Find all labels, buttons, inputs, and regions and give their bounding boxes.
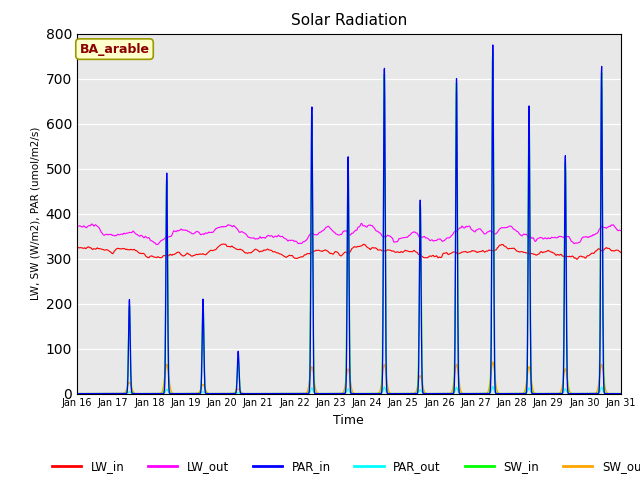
Line: LW_in: LW_in xyxy=(77,244,621,259)
X-axis label: Time: Time xyxy=(333,414,364,427)
Line: PAR_out: PAR_out xyxy=(77,386,621,394)
LW_in xyxy=(225,244,232,250)
Y-axis label: LW, SW (W/m2), PAR (umol/m2/s): LW, SW (W/m2), PAR (umol/m2/s) xyxy=(30,127,40,300)
LW_in xyxy=(220,241,227,247)
LW_in xyxy=(573,256,580,262)
LW_in xyxy=(617,250,625,255)
SW_out xyxy=(617,391,625,396)
PAR_in xyxy=(584,391,592,396)
LW_out xyxy=(508,224,515,229)
PAR_in xyxy=(489,42,497,48)
PAR_out xyxy=(489,384,497,389)
SW_in xyxy=(365,391,372,396)
PAR_out xyxy=(376,391,384,396)
SW_out xyxy=(73,391,81,396)
LW_in xyxy=(569,253,577,259)
LW_out xyxy=(617,228,625,234)
Line: LW_out: LW_out xyxy=(77,223,621,244)
SW_out xyxy=(365,391,372,396)
PAR_out xyxy=(584,391,592,396)
Text: BA_arable: BA_arable xyxy=(79,43,150,56)
SW_in xyxy=(225,391,232,396)
LW_out xyxy=(570,240,577,246)
SW_out xyxy=(569,391,577,396)
SW_in xyxy=(569,391,577,396)
Title: Solar Radiation: Solar Radiation xyxy=(291,13,407,28)
SW_in xyxy=(584,391,592,396)
PAR_in xyxy=(617,391,625,396)
PAR_in xyxy=(73,391,81,396)
LW_in xyxy=(376,247,384,252)
PAR_out xyxy=(225,391,232,396)
PAR_in xyxy=(569,391,577,396)
LW_out xyxy=(73,224,81,229)
Line: SW_out: SW_out xyxy=(77,362,621,394)
LW_out xyxy=(357,220,365,226)
SW_out xyxy=(584,391,592,396)
PAR_out xyxy=(507,391,515,396)
SW_out xyxy=(376,387,384,393)
LW_in xyxy=(365,245,372,251)
SW_out xyxy=(225,391,232,396)
SW_out xyxy=(489,359,497,365)
LW_out xyxy=(365,222,372,228)
PAR_in xyxy=(507,391,515,396)
LW_out xyxy=(377,230,385,236)
Line: PAR_in: PAR_in xyxy=(77,45,621,394)
LW_out xyxy=(225,222,232,228)
PAR_in xyxy=(376,391,384,396)
LW_out xyxy=(154,241,161,247)
Line: SW_in: SW_in xyxy=(77,52,621,394)
PAR_out xyxy=(569,391,577,396)
PAR_in xyxy=(365,391,372,396)
Legend: LW_in, LW_out, PAR_in, PAR_out, SW_in, SW_out: LW_in, LW_out, PAR_in, PAR_out, SW_in, S… xyxy=(47,455,640,478)
LW_in xyxy=(584,253,592,259)
LW_in xyxy=(73,245,81,251)
SW_in xyxy=(617,391,625,396)
PAR_out xyxy=(73,391,81,396)
PAR_out xyxy=(617,391,625,396)
SW_out xyxy=(507,391,515,396)
LW_out xyxy=(584,234,592,240)
SW_in xyxy=(376,391,384,396)
PAR_in xyxy=(225,391,232,396)
SW_in xyxy=(73,391,81,396)
SW_in xyxy=(507,391,515,396)
SW_in xyxy=(489,49,497,55)
PAR_out xyxy=(365,391,372,396)
LW_in xyxy=(507,246,515,252)
